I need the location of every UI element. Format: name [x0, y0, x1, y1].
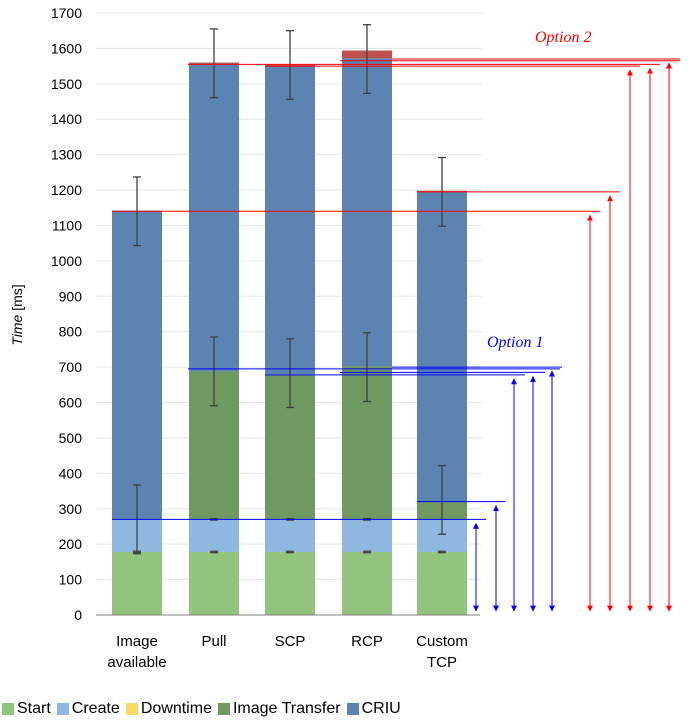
bar-segment-criu [417, 191, 467, 502]
y-tick-label: 1700 [51, 5, 82, 21]
bar-segment-create [342, 519, 392, 552]
option-2-label: Option 2 [535, 29, 591, 46]
y-tick-label: 1500 [51, 76, 82, 92]
legend-swatch [2, 703, 14, 715]
bar-segment-start [342, 551, 392, 615]
x-category-label: SCP [275, 633, 306, 650]
legend-item: Image Transfer [217, 700, 341, 718]
y-tick-label: 600 [59, 395, 83, 411]
legend-swatch [346, 703, 359, 715]
y-tick-label: 1300 [51, 147, 82, 163]
bar-segment-start [112, 551, 162, 615]
legend-swatch [125, 703, 138, 715]
y-tick-label: 200 [59, 536, 83, 552]
option-1-label: Option 1 [487, 334, 543, 351]
y-axis-label-italic: Time [9, 314, 25, 345]
y-tick-label: 800 [59, 324, 83, 340]
y-tick-label: 700 [59, 359, 83, 375]
x-category-label: available [107, 654, 166, 671]
y-tick-label: 900 [59, 288, 83, 304]
legend-label: Create [71, 700, 120, 717]
bar-segment-create [189, 519, 239, 552]
y-tick-label: 0 [74, 607, 82, 623]
legend-item: Create [56, 700, 120, 718]
legend-swatch [56, 703, 69, 715]
option-1-annotation [112, 366, 562, 612]
x-category-label: Custom [416, 633, 468, 650]
legend: Start Create Downtime Image Transfer CRIU [2, 700, 401, 718]
y-tick-label: 300 [59, 501, 83, 517]
y-axis-label: Time [ms] [9, 284, 25, 345]
legend-label: CRIU [361, 700, 401, 717]
x-category-label: Pull [201, 633, 226, 650]
y-tick-label: 400 [59, 465, 83, 481]
stacked-bar-chart: 0 100 200 300 400 500 600 700 800 900 1000 1100 1200… [9, 5, 680, 671]
legend-item: Downtime [125, 700, 212, 718]
y-tick-label: 1100 [52, 217, 82, 233]
bar-segment-criu [342, 58, 392, 367]
y-axis-label-unit: [ms] [9, 284, 25, 314]
y-tick-label: 1200 [51, 182, 82, 198]
y-tick-label: 100 [59, 572, 83, 588]
x-category-label: RCP [351, 633, 383, 650]
legend-swatch [217, 703, 230, 715]
y-tick-label: 500 [59, 430, 83, 446]
bar-segment-criu [265, 65, 315, 375]
legend-item: CRIU [346, 700, 401, 718]
bar-stacks [112, 50, 467, 615]
legend-label: Downtime [140, 700, 212, 717]
y-tick-label: 1600 [51, 40, 82, 56]
y-tick-label: 1400 [51, 111, 82, 127]
legend-item: Start [2, 700, 51, 718]
error-bars [133, 24, 446, 555]
bar-segment-create [265, 519, 315, 552]
x-category-label: TCP [427, 654, 457, 671]
bar-segment-start [265, 551, 315, 615]
y-tick-label: 1000 [51, 253, 82, 269]
bar-segment-start [189, 551, 239, 615]
bar-segment-criu [189, 63, 239, 372]
option-2-annotation [112, 58, 680, 612]
y-axis-tick-labels: 0 100 200 300 400 500 600 700 800 900 1000 1100 1200… [51, 5, 82, 623]
bar-segment-criu [112, 210, 162, 520]
x-axis-category-labels: Image available Pull SCP RCP Custom TCP [107, 633, 467, 671]
legend-label: Image Transfer [232, 700, 341, 717]
x-category-label: Image [116, 633, 158, 650]
bar-segment-start [417, 551, 467, 615]
legend-label: Start [17, 700, 51, 717]
